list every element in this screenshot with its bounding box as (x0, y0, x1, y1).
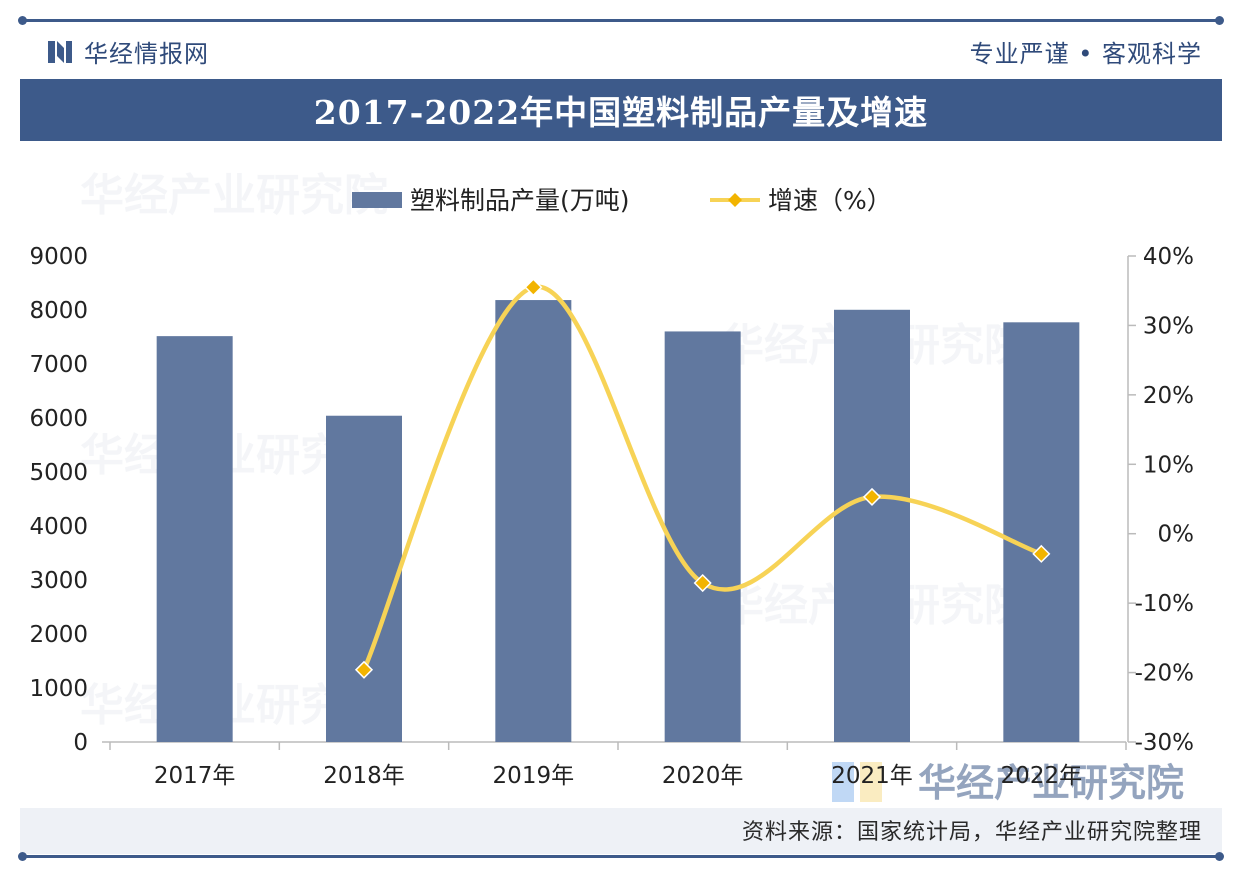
top-rule (18, 16, 1224, 25)
x-tick-label: 2018年 (323, 763, 405, 789)
y-right-tick-label: 0% (1158, 522, 1195, 548)
bar (156, 336, 233, 742)
y-right-tick-label: 20% (1143, 383, 1194, 409)
y-right-tick-label: 10% (1143, 452, 1194, 478)
watermark-logo-icon (860, 762, 882, 802)
bar (326, 415, 402, 742)
brand-logo-icon (48, 40, 72, 63)
y-right-tick-label: -10% (1135, 591, 1194, 617)
watermark-brand: 华经产业研究院 (918, 761, 1184, 805)
axes: 2017年 2018年 2019年 2020年 2021年 2022年 0 1000 2000 3… (29, 244, 1194, 789)
y-left-tick-label: 1000 (29, 676, 88, 702)
x-tick-label: 2020年 (662, 763, 744, 789)
bar-series (156, 300, 1080, 742)
watermark-logo-icon (832, 762, 854, 802)
legend: 塑料制品产量(万吨) 增速（%） (352, 186, 892, 215)
legend-marker-icon (728, 193, 742, 207)
y-right-tick-label: 30% (1143, 313, 1194, 339)
growth-point (354, 660, 374, 679)
brand: 华经情报网 (46, 34, 209, 69)
page-title: 2017-2022年中国塑料制品产量及增速 (313, 93, 929, 132)
bar (664, 331, 741, 742)
bottom-rule (18, 852, 1224, 861)
watermark-text: 华经产业研究院 (80, 170, 388, 221)
y-left-tick-label: 0 (73, 730, 88, 756)
growth-point (862, 487, 882, 506)
growth-point (524, 278, 543, 297)
y-left-tick-label: 4000 (29, 514, 88, 540)
bar (834, 309, 910, 742)
footer-band (20, 808, 1222, 854)
source-note: 资料来源：国家统计局，华经产业研究院整理 (741, 820, 1202, 845)
y-left-tick-label: 8000 (29, 298, 88, 324)
legend-line-label: 增速（%） (768, 186, 892, 215)
brand-name: 华经情报网 (84, 40, 209, 68)
growth-line (361, 284, 1044, 673)
y-right-tick-label: 40% (1143, 244, 1194, 270)
x-tick-label: 2019年 (493, 763, 575, 789)
y-left-tick-label: 6000 (29, 406, 88, 432)
legend-bar-swatch (352, 192, 402, 208)
y-left-tick-label: 5000 (29, 460, 88, 486)
growth-point (693, 573, 712, 593)
x-tick-label: 2021年 (831, 763, 913, 789)
slogan: 专业严谨 • 客观科学 (969, 40, 1202, 68)
bar (495, 300, 572, 742)
line-series (354, 278, 1051, 679)
y-left-tick-label: 7000 (29, 352, 88, 378)
bar (1003, 322, 1080, 742)
x-tick-label: 2022年 (1001, 763, 1083, 789)
title-banner: 2017-2022年中国塑料制品产量及增速 (20, 79, 1222, 141)
y-left-tick-label: 2000 (29, 622, 88, 648)
x-tick-label: 2017年 (154, 763, 236, 789)
y-left-tick-label: 3000 (29, 568, 88, 594)
legend-bar-label: 塑料制品产量(万吨) (410, 186, 630, 215)
y-left-tick-label: 9000 (29, 244, 88, 270)
y-right-tick-label: -30% (1135, 730, 1194, 756)
y-right-tick-label: -20% (1135, 661, 1194, 687)
growth-point (1032, 544, 1051, 563)
